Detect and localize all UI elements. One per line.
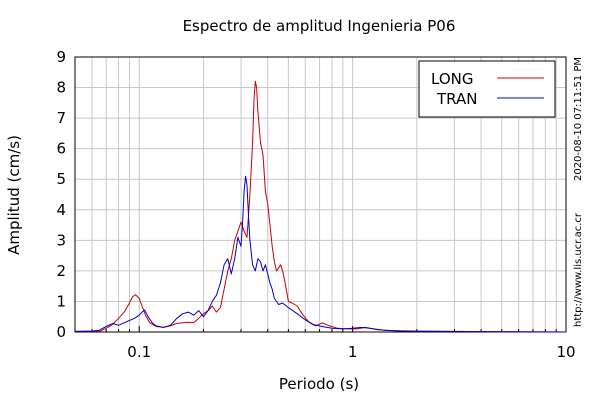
y-tick-label: 6 (56, 140, 66, 158)
legend-label-tran: TRAN (436, 90, 477, 108)
y-tick-label: 5 (56, 170, 66, 188)
y-tick-label: 0 (56, 323, 66, 341)
chart-title: Espectro de amplitud Ingenieria P06 (183, 17, 456, 35)
series-layer (74, 80, 567, 333)
x-tick-label: 1 (348, 343, 358, 361)
y-tick-label: 4 (56, 201, 66, 219)
plot-frame (74, 56, 567, 333)
legend: LONG TRAN (418, 60, 556, 118)
y-tick-label: 1 (56, 292, 66, 310)
x-tick-label: 0.1 (127, 343, 151, 361)
series-line-tran (74, 175, 567, 333)
source-url-label: http://www.lis.ucr.ac.cr (573, 212, 584, 327)
y-tick-label: 2 (56, 262, 66, 280)
x-axis-label: Periodo (s) (279, 375, 359, 393)
y-tick-label: 7 (56, 109, 66, 127)
timestamp-label: 2020-08-10 07:11:51 PM (573, 57, 584, 181)
legend-label-long: LONG (431, 70, 473, 88)
legend-box (418, 60, 556, 118)
y-axis-label: Amplitud (cm/s) (5, 135, 23, 255)
y-tick-label: 8 (56, 79, 66, 97)
y-tick-label: 3 (56, 231, 66, 249)
series-line-long (74, 80, 567, 333)
y-tick-label: 9 (56, 48, 66, 66)
axes: 0 1 2 3 4 5 6 7 8 9 0.1 1 10 (56, 48, 575, 361)
x-tick-label: 10 (556, 343, 575, 361)
